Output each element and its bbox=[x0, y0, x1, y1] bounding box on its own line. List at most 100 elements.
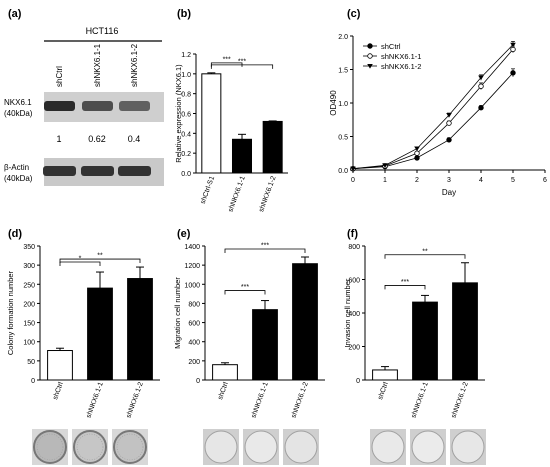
panel-label-c: (c) bbox=[347, 8, 361, 20]
well-circle bbox=[451, 430, 485, 464]
bar bbox=[127, 278, 153, 381]
y-axis-label: OD490 bbox=[329, 90, 338, 116]
y-tick-label: 0.6 bbox=[181, 112, 191, 119]
significance-bracket bbox=[224, 248, 306, 254]
colony-well-images bbox=[32, 429, 148, 465]
blot-protein-label-1: NKX6.1 bbox=[4, 98, 32, 107]
data-point bbox=[446, 113, 452, 118]
chart-b-relative-expression: 0.0 0.2 0.4 0.6 0.8 1.0 1.2 Relative expression… bbox=[174, 52, 288, 213]
x-tick-label: shCtrl bbox=[377, 381, 390, 401]
y-tick-label: 200 bbox=[188, 359, 200, 366]
legend-label: shNKX6.1-2 bbox=[381, 62, 421, 71]
data-point bbox=[414, 146, 420, 152]
blot-quant-2: 0.62 bbox=[88, 134, 106, 144]
chart-d-colony-formation: 0 50 100 150 200 250 300 350 Colony formation nu… bbox=[6, 244, 160, 419]
bar bbox=[412, 301, 438, 381]
y-tick-label: 1.0 bbox=[181, 72, 191, 79]
y-tick-label: 1000 bbox=[184, 282, 200, 289]
well-circle bbox=[244, 430, 278, 464]
x-tick-label: shNKX6.1-2 bbox=[450, 381, 470, 419]
y-tick-label: 150 bbox=[23, 321, 35, 328]
blot-lane-label: shNKX6.1-1 bbox=[93, 43, 102, 87]
actin-band bbox=[43, 166, 76, 176]
x-tick-label: 2 bbox=[415, 177, 419, 184]
y-tick-label: 400 bbox=[348, 311, 360, 318]
nkx61-band bbox=[119, 101, 150, 111]
x-tick-label: shNKX6.1-1 bbox=[85, 381, 105, 419]
significance-label: ** bbox=[422, 248, 428, 255]
y-tick-label: 1.2 bbox=[181, 52, 191, 59]
significance-bracket bbox=[59, 258, 141, 264]
data-point bbox=[478, 83, 484, 89]
x-tick-label: shNKX6.1-1 bbox=[410, 381, 430, 419]
migration-well-images bbox=[203, 429, 319, 465]
x-tick-label: 3 bbox=[447, 177, 451, 184]
colony-texture bbox=[36, 433, 64, 461]
significance-label: *** bbox=[401, 279, 409, 286]
y-tick-label: 0.0 bbox=[181, 171, 191, 178]
y-axis-label: Migration cell number bbox=[173, 277, 182, 349]
y-tick-label: 0 bbox=[196, 378, 200, 385]
significance-label: *** bbox=[261, 243, 269, 250]
western-blot: HCT116 shCtrl shNKX6.1-1 shNKX6.1-2 NKX6.1… bbox=[4, 26, 164, 186]
y-tick-label: 400 bbox=[188, 340, 200, 347]
well-circle bbox=[411, 430, 445, 464]
x-tick-label: shNKX6.1-2 bbox=[125, 381, 145, 419]
blot-cell-line: HCT116 bbox=[86, 26, 119, 36]
data-point bbox=[510, 42, 516, 48]
y-axis-label: Colony formation number bbox=[6, 270, 15, 355]
x-tick-label: shCtrl-S1 bbox=[200, 175, 217, 205]
data-point bbox=[510, 70, 516, 76]
significance-bracket bbox=[224, 290, 266, 295]
data-point bbox=[367, 43, 373, 49]
well-circle bbox=[113, 430, 147, 464]
data-point bbox=[414, 150, 420, 156]
y-tick-label: 200 bbox=[348, 345, 360, 352]
significance-bracket bbox=[384, 285, 426, 290]
y-tick-label: 2.0 bbox=[338, 34, 348, 41]
data-point bbox=[367, 53, 373, 59]
x-tick-label: 0 bbox=[351, 177, 355, 184]
x-tick-label: shNKX6.1-1 bbox=[227, 175, 247, 213]
data-point bbox=[446, 137, 452, 143]
blot-protein-weight-2: (40kDa) bbox=[4, 174, 33, 183]
blot-quant-1: 1 bbox=[56, 134, 61, 144]
legend-label: shNKX6.1-1 bbox=[381, 52, 421, 61]
y-tick-label: 300 bbox=[23, 263, 35, 270]
y-tick-label: 0.2 bbox=[181, 151, 191, 158]
nkx61-band bbox=[44, 101, 75, 111]
x-tick-label: shCtrl bbox=[217, 381, 230, 401]
x-axis-label: Day bbox=[442, 188, 456, 197]
bar bbox=[252, 309, 278, 381]
well-circle bbox=[33, 430, 67, 464]
actin-band bbox=[118, 166, 151, 176]
blot-quant-3: 0.4 bbox=[128, 134, 141, 144]
y-tick-label: 0.0 bbox=[338, 168, 348, 175]
bar bbox=[262, 120, 283, 174]
actin-band bbox=[81, 166, 114, 176]
bar bbox=[452, 282, 478, 381]
chart-c-growth-curve: 0.00.51.01.52.00 1 2 3 4 5 6DayOD490shCtrlshNK… bbox=[329, 34, 547, 197]
y-axis-label: Invasion cell number bbox=[343, 278, 352, 347]
panel-label-a: (a) bbox=[8, 8, 22, 20]
bar bbox=[201, 73, 222, 174]
y-tick-label: 100 bbox=[23, 340, 35, 347]
x-tick-label: 6 bbox=[543, 177, 547, 184]
significance-label: ** bbox=[97, 253, 103, 260]
y-tick-label: 800 bbox=[188, 301, 200, 308]
x-tick-label: shNKX6.1-1 bbox=[250, 381, 270, 419]
series-line bbox=[352, 49, 514, 170]
y-tick-label: 250 bbox=[23, 282, 35, 289]
y-tick-label: 0.4 bbox=[181, 131, 191, 138]
well-circle bbox=[284, 430, 318, 464]
well-circle bbox=[73, 430, 107, 464]
series-line bbox=[352, 72, 514, 170]
well-circle bbox=[371, 430, 405, 464]
data-point bbox=[367, 64, 373, 69]
x-tick-label: 5 bbox=[511, 177, 515, 184]
bar bbox=[47, 350, 73, 381]
y-tick-label: 1400 bbox=[184, 244, 200, 251]
invasion-well-images bbox=[370, 429, 486, 465]
bar bbox=[292, 263, 318, 381]
